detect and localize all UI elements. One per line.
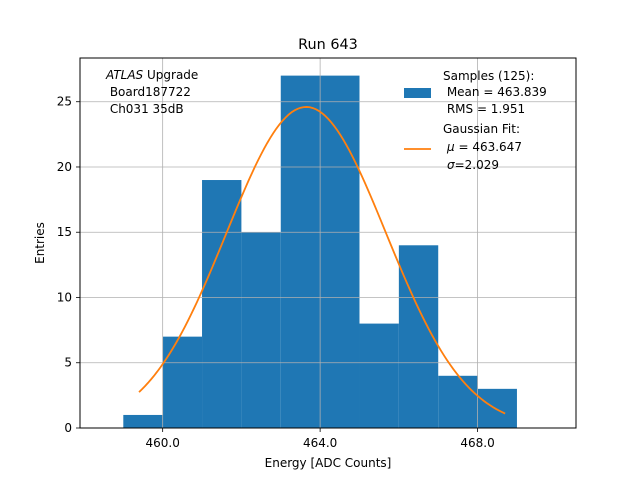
histogram-bar [359, 323, 399, 428]
x-tick-label: 468.0 [460, 436, 494, 450]
histogram-bar [202, 180, 242, 428]
histogram-bar [398, 245, 439, 428]
sigma-symbol: σ [447, 158, 455, 172]
y-axis-label: Entries [33, 222, 47, 264]
legend-hist-swatch [404, 88, 431, 98]
legend-fit-title: Gaussian Fit: [443, 122, 520, 136]
y-tick-label: 15 [57, 225, 72, 239]
legend-fit-mu: μ = 463.647 [446, 140, 522, 154]
y-tick-label: 20 [57, 160, 72, 174]
x-tick-label: 464.0 [303, 436, 337, 450]
x-axis-label: Energy [ADC Counts] [265, 456, 392, 470]
histogram-bar [438, 375, 478, 428]
y-tick-label: 5 [64, 356, 72, 370]
plot-frame [79, 57, 577, 429]
atlas-label: ATLAS [105, 68, 144, 82]
legend-fit-sigma: σ=2.029 [447, 158, 499, 172]
atlas-annotation: ATLAS Upgrade Board187722 Ch031 35dB [105, 68, 198, 116]
legend: Samples (125): Mean = 463.839 RMS = 1.95… [404, 69, 547, 172]
mu-symbol: μ [446, 140, 455, 154]
x-axis-ticks: 460.0 464.0 468.0 [145, 428, 495, 450]
channel-label: Ch031 35dB [106, 102, 184, 116]
sigma-value: =2.029 [455, 158, 499, 172]
svg-text:ATLAS Upgrade: ATLAS Upgrade [105, 68, 198, 82]
legend-hist-title: Samples (125): [443, 69, 534, 83]
chart-title: Run 643 [298, 37, 358, 53]
y-tick-label: 25 [57, 95, 72, 109]
x-tick-label: 460.0 [145, 436, 179, 450]
histogram-bars [123, 75, 517, 428]
y-tick-label: 0 [64, 421, 72, 435]
gaussian-fit-curve [138, 106, 506, 415]
upgrade-label: Upgrade [143, 68, 198, 82]
histogram-bar [320, 75, 360, 428]
mu-value: = 463.647 [455, 140, 522, 154]
y-tick-label: 10 [57, 290, 72, 304]
histogram-bar [123, 414, 163, 428]
histogram-bar [280, 75, 321, 428]
board-label: Board187722 [106, 85, 191, 99]
histogram-bar [162, 336, 203, 428]
legend-hist-rms: RMS = 1.951 [443, 102, 525, 116]
fit-curve-group [138, 106, 506, 415]
histogram-bar [241, 232, 281, 428]
histogram-bar [477, 388, 517, 428]
y-axis-ticks: 0 5 10 15 20 25 [57, 95, 80, 435]
legend-hist-mean: Mean = 463.839 [443, 85, 547, 99]
